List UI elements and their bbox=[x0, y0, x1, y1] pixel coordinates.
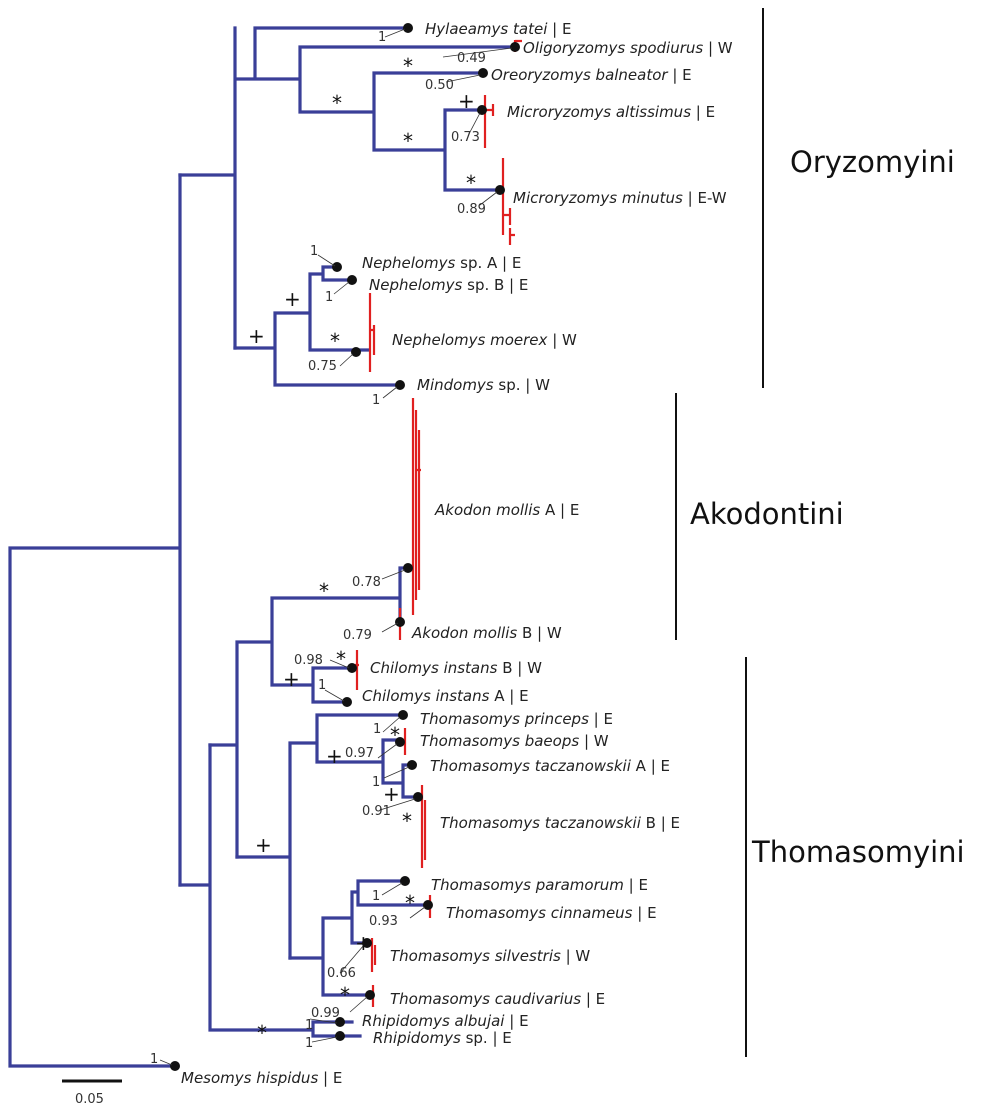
scale-bar: 0.05 bbox=[62, 1079, 122, 1107]
support-value: 0.99 bbox=[311, 1006, 340, 1021]
clade-labels: Oryzomyini Akodontini Thomasomyini bbox=[675, 8, 965, 1057]
taxon-label: Microryzomys minutus | E-W bbox=[513, 189, 727, 207]
clade-label-oryzomyini: Oryzomyini bbox=[790, 145, 955, 179]
support-value: 0.89 bbox=[457, 202, 486, 217]
support-value: 1 bbox=[318, 678, 326, 693]
support-value: 1 bbox=[305, 1018, 313, 1033]
taxon-label: Rhipidomys albujai | E bbox=[362, 1012, 529, 1030]
support-value: 0.79 bbox=[343, 628, 372, 643]
support-value: 0.49 bbox=[457, 51, 486, 66]
clade-label-akodontini: Akodontini bbox=[690, 497, 844, 531]
support-value: 1 bbox=[372, 889, 380, 904]
star-marker: * bbox=[319, 579, 329, 603]
node-dots bbox=[170, 23, 520, 1071]
support-value: 1 bbox=[372, 775, 380, 790]
support-value: 1 bbox=[325, 290, 333, 305]
star-marker: * bbox=[405, 891, 415, 915]
plus-marker: + bbox=[283, 667, 300, 691]
star-marker: * bbox=[330, 329, 340, 353]
taxon-labels: Hylaeamys tatei | E Oligoryzomys spodiur… bbox=[181, 20, 733, 1087]
support-value: 0.66 bbox=[327, 966, 356, 981]
support-values: 1 0.49 0.50 0.73 0.89 1 1 0.75 1 0.78 0.… bbox=[150, 28, 513, 1067]
support-value: 1 bbox=[305, 1036, 313, 1051]
taxon-label: Nephelomys sp. A | E bbox=[362, 254, 521, 272]
taxon-label: Thomasomys cinnameus | E bbox=[446, 904, 657, 922]
taxon-label: Mesomys hispidus | E bbox=[181, 1069, 342, 1087]
support-value: 0.97 bbox=[345, 746, 374, 761]
star-marker: * bbox=[466, 171, 476, 195]
support-value: 0.93 bbox=[369, 914, 398, 929]
plus-marker: + bbox=[383, 782, 400, 806]
taxon-label: Thomasomys caudivarius | E bbox=[390, 990, 605, 1008]
support-value: 0.50 bbox=[425, 78, 454, 93]
star-marker: * bbox=[390, 723, 400, 747]
plus-marker: + bbox=[284, 287, 301, 311]
taxon-label: Thomasomys paramorum | E bbox=[431, 876, 648, 894]
taxon-label: Thomasomys princeps | E bbox=[420, 710, 613, 728]
taxon-label: Thomasomys baeops | W bbox=[420, 732, 609, 750]
plus-marker: + bbox=[458, 89, 475, 113]
taxon-label: Rhipidomys sp. | E bbox=[373, 1029, 512, 1047]
taxon-label: Akodon mollis B | W bbox=[411, 624, 562, 642]
star-marker: * bbox=[340, 983, 350, 1007]
star-marker: * bbox=[336, 647, 346, 671]
taxon-label: Thomasomys taczanowskii B | E bbox=[440, 814, 680, 832]
support-value: 1 bbox=[372, 393, 380, 408]
scale-bar-label: 0.05 bbox=[75, 1092, 104, 1107]
support-value: 1 bbox=[373, 722, 381, 737]
taxon-label: Akodon mollis A | E bbox=[434, 501, 579, 519]
plus-marker: + bbox=[248, 324, 265, 348]
support-value: 0.91 bbox=[362, 804, 391, 819]
taxon-label: Chilomys instans A | E bbox=[362, 687, 529, 705]
taxon-label: Nephelomys sp. B | E bbox=[369, 276, 528, 294]
support-value: 0.73 bbox=[451, 130, 480, 145]
support-value: 0.78 bbox=[352, 575, 381, 590]
plus-marker: + bbox=[255, 833, 272, 857]
plus-marker: + bbox=[326, 744, 343, 768]
taxon-label: Oligoryzomys spodiurus | W bbox=[523, 39, 733, 57]
taxon-label: Microryzomys altissimus | E bbox=[507, 103, 715, 121]
taxon-label: Thomasomys taczanowskii A | E bbox=[430, 757, 670, 775]
taxon-label: Thomasomys silvestris | W bbox=[390, 947, 590, 965]
star-marker: * bbox=[402, 809, 412, 833]
plus-marker: + bbox=[355, 931, 372, 955]
star-marker: * bbox=[257, 1021, 267, 1045]
support-value: 0.98 bbox=[294, 653, 323, 668]
intraspecific-branches bbox=[355, 39, 522, 1007]
taxon-label: Hylaeamys tatei | E bbox=[425, 20, 571, 38]
support-value: 1 bbox=[378, 30, 386, 45]
taxon-label: Nephelomys moerex | W bbox=[392, 331, 577, 349]
taxon-label: Oreoryzomys balneator | E bbox=[491, 66, 692, 84]
taxon-label: Chilomys instans B | W bbox=[370, 659, 542, 677]
taxon-label: Mindomys sp. | W bbox=[417, 376, 550, 394]
clade-label-thomasomyini: Thomasomyini bbox=[751, 835, 965, 869]
support-value: 1 bbox=[150, 1052, 158, 1067]
star-marker: * bbox=[403, 129, 413, 153]
star-marker: * bbox=[332, 91, 342, 115]
star-marker: * bbox=[403, 54, 413, 78]
tree-branches bbox=[8, 26, 517, 1068]
node-markers: * * * + * + + * * * + * + + * + * + * * bbox=[248, 54, 476, 1045]
support-value: 1 bbox=[310, 244, 318, 259]
support-value: 0.75 bbox=[308, 359, 337, 374]
